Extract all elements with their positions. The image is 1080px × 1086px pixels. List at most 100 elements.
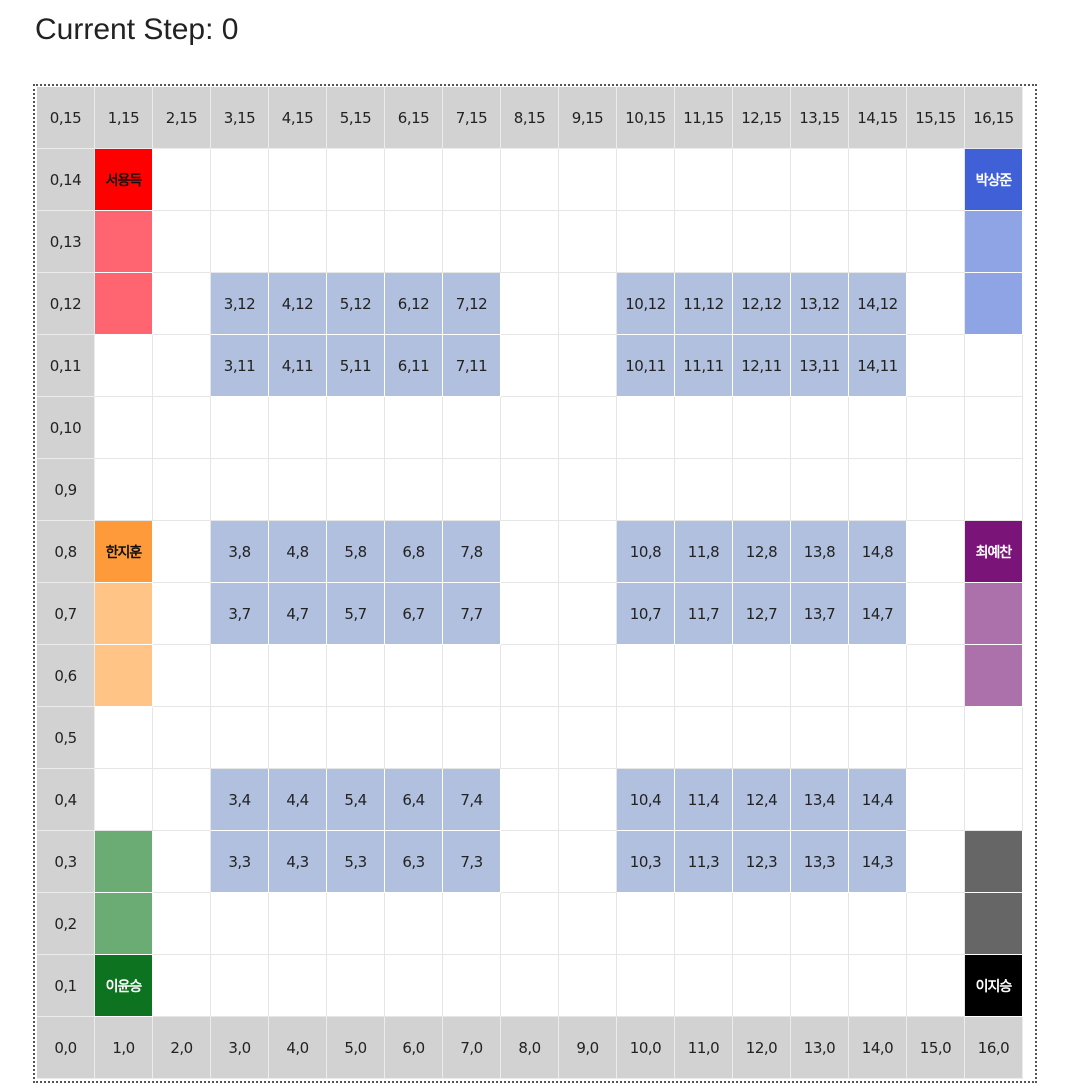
block-cell-3-8: 3,8 [211, 521, 269, 583]
game-board: 0,15 1,15 2,15 3,15 4,15 5,15 6,15 7,15 8,15 9,15… [37, 87, 1023, 1079]
empty-cell-9-14 [559, 149, 617, 211]
block-cell-14-8: 14,8 [849, 521, 907, 583]
block-cell-11-11: 11,11 [675, 335, 733, 397]
empty-cell-16-4 [965, 769, 1023, 831]
empty-cell-12-6 [733, 645, 791, 707]
empty-cell-13-13 [791, 211, 849, 273]
axis-cell-0-8: 0,8 [37, 521, 95, 583]
trail-cell-1-2 [95, 893, 153, 955]
empty-cell-2-13 [153, 211, 211, 273]
empty-cell-8-7 [501, 583, 559, 645]
block-cell-14-7: 14,7 [849, 583, 907, 645]
empty-cell-2-4 [153, 769, 211, 831]
block-cell-10-8: 10,8 [617, 521, 675, 583]
axis-cell-3-15: 3,15 [211, 87, 269, 149]
empty-cell-6-13 [385, 211, 443, 273]
trail-cell-16-2 [965, 893, 1023, 955]
axis-cell-3-0: 3,0 [211, 1017, 269, 1079]
block-cell-6-12: 6,12 [385, 273, 443, 335]
axis-cell-10-0: 10,0 [617, 1017, 675, 1079]
axis-cell-0-0: 0,0 [37, 1017, 95, 1079]
empty-cell-15-3 [907, 831, 965, 893]
block-cell-12-8: 12,8 [733, 521, 791, 583]
empty-cell-15-6 [907, 645, 965, 707]
block-cell-12-3: 12,3 [733, 831, 791, 893]
empty-cell-3-13 [211, 211, 269, 273]
trail-cell-16-7 [965, 583, 1023, 645]
empty-cell-11-6 [675, 645, 733, 707]
empty-cell-15-14 [907, 149, 965, 211]
empty-cell-11-1 [675, 955, 733, 1017]
empty-cell-15-10 [907, 397, 965, 459]
block-cell-11-12: 11,12 [675, 273, 733, 335]
empty-cell-5-2 [327, 893, 385, 955]
trail-cell-1-7 [95, 583, 153, 645]
empty-cell-12-14 [733, 149, 791, 211]
empty-cell-10-6 [617, 645, 675, 707]
empty-cell-13-6 [791, 645, 849, 707]
empty-cell-2-10 [153, 397, 211, 459]
axis-cell-6-15: 6,15 [385, 87, 443, 149]
empty-cell-10-1 [617, 955, 675, 1017]
empty-cell-9-11 [559, 335, 617, 397]
empty-cell-6-6 [385, 645, 443, 707]
empty-cell-9-8 [559, 521, 617, 583]
block-cell-3-3: 3,3 [211, 831, 269, 893]
empty-cell-2-8 [153, 521, 211, 583]
empty-cell-4-5 [269, 707, 327, 769]
block-cell-5-8: 5,8 [327, 521, 385, 583]
axis-cell-8-0: 8,0 [501, 1017, 559, 1079]
empty-cell-4-10 [269, 397, 327, 459]
empty-cell-14-5 [849, 707, 907, 769]
empty-cell-8-9 [501, 459, 559, 521]
block-cell-11-8: 11,8 [675, 521, 733, 583]
axis-cell-0-3: 0,3 [37, 831, 95, 893]
block-cell-14-3: 14,3 [849, 831, 907, 893]
empty-cell-10-9 [617, 459, 675, 521]
empty-cell-4-14 [269, 149, 327, 211]
empty-cell-8-13 [501, 211, 559, 273]
empty-cell-7-9 [443, 459, 501, 521]
axis-cell-11-15: 11,15 [675, 87, 733, 149]
empty-cell-5-14 [327, 149, 385, 211]
empty-cell-1-9 [95, 459, 153, 521]
axis-cell-1-0: 1,0 [95, 1017, 153, 1079]
trail-cell-16-12 [965, 273, 1023, 335]
axis-cell-2-15: 2,15 [153, 87, 211, 149]
empty-cell-11-13 [675, 211, 733, 273]
axis-cell-12-15: 12,15 [733, 87, 791, 149]
axis-cell-0-15: 0,15 [37, 87, 95, 149]
block-cell-4-7: 4,7 [269, 583, 327, 645]
axis-cell-12-0: 12,0 [733, 1017, 791, 1079]
player-cell-1-8: 한지훈 [95, 521, 153, 583]
axis-cell-16-0: 16,0 [965, 1017, 1023, 1079]
empty-cell-9-1 [559, 955, 617, 1017]
empty-cell-10-14 [617, 149, 675, 211]
empty-cell-14-14 [849, 149, 907, 211]
empty-cell-12-1 [733, 955, 791, 1017]
empty-cell-16-9 [965, 459, 1023, 521]
block-cell-10-4: 10,4 [617, 769, 675, 831]
empty-cell-4-1 [269, 955, 327, 1017]
axis-cell-13-15: 13,15 [791, 87, 849, 149]
empty-cell-13-2 [791, 893, 849, 955]
empty-cell-6-1 [385, 955, 443, 1017]
empty-cell-16-10 [965, 397, 1023, 459]
empty-cell-12-13 [733, 211, 791, 273]
axis-cell-0-7: 0,7 [37, 583, 95, 645]
trail-cell-16-6 [965, 645, 1023, 707]
empty-cell-8-3 [501, 831, 559, 893]
empty-cell-9-6 [559, 645, 617, 707]
empty-cell-15-13 [907, 211, 965, 273]
empty-cell-2-1 [153, 955, 211, 1017]
block-cell-13-8: 13,8 [791, 521, 849, 583]
trail-cell-1-12 [95, 273, 153, 335]
empty-cell-9-4 [559, 769, 617, 831]
block-cell-7-8: 7,8 [443, 521, 501, 583]
block-cell-6-8: 6,8 [385, 521, 443, 583]
block-cell-10-11: 10,11 [617, 335, 675, 397]
empty-cell-9-7 [559, 583, 617, 645]
empty-cell-6-9 [385, 459, 443, 521]
empty-cell-10-2 [617, 893, 675, 955]
block-cell-10-12: 10,12 [617, 273, 675, 335]
